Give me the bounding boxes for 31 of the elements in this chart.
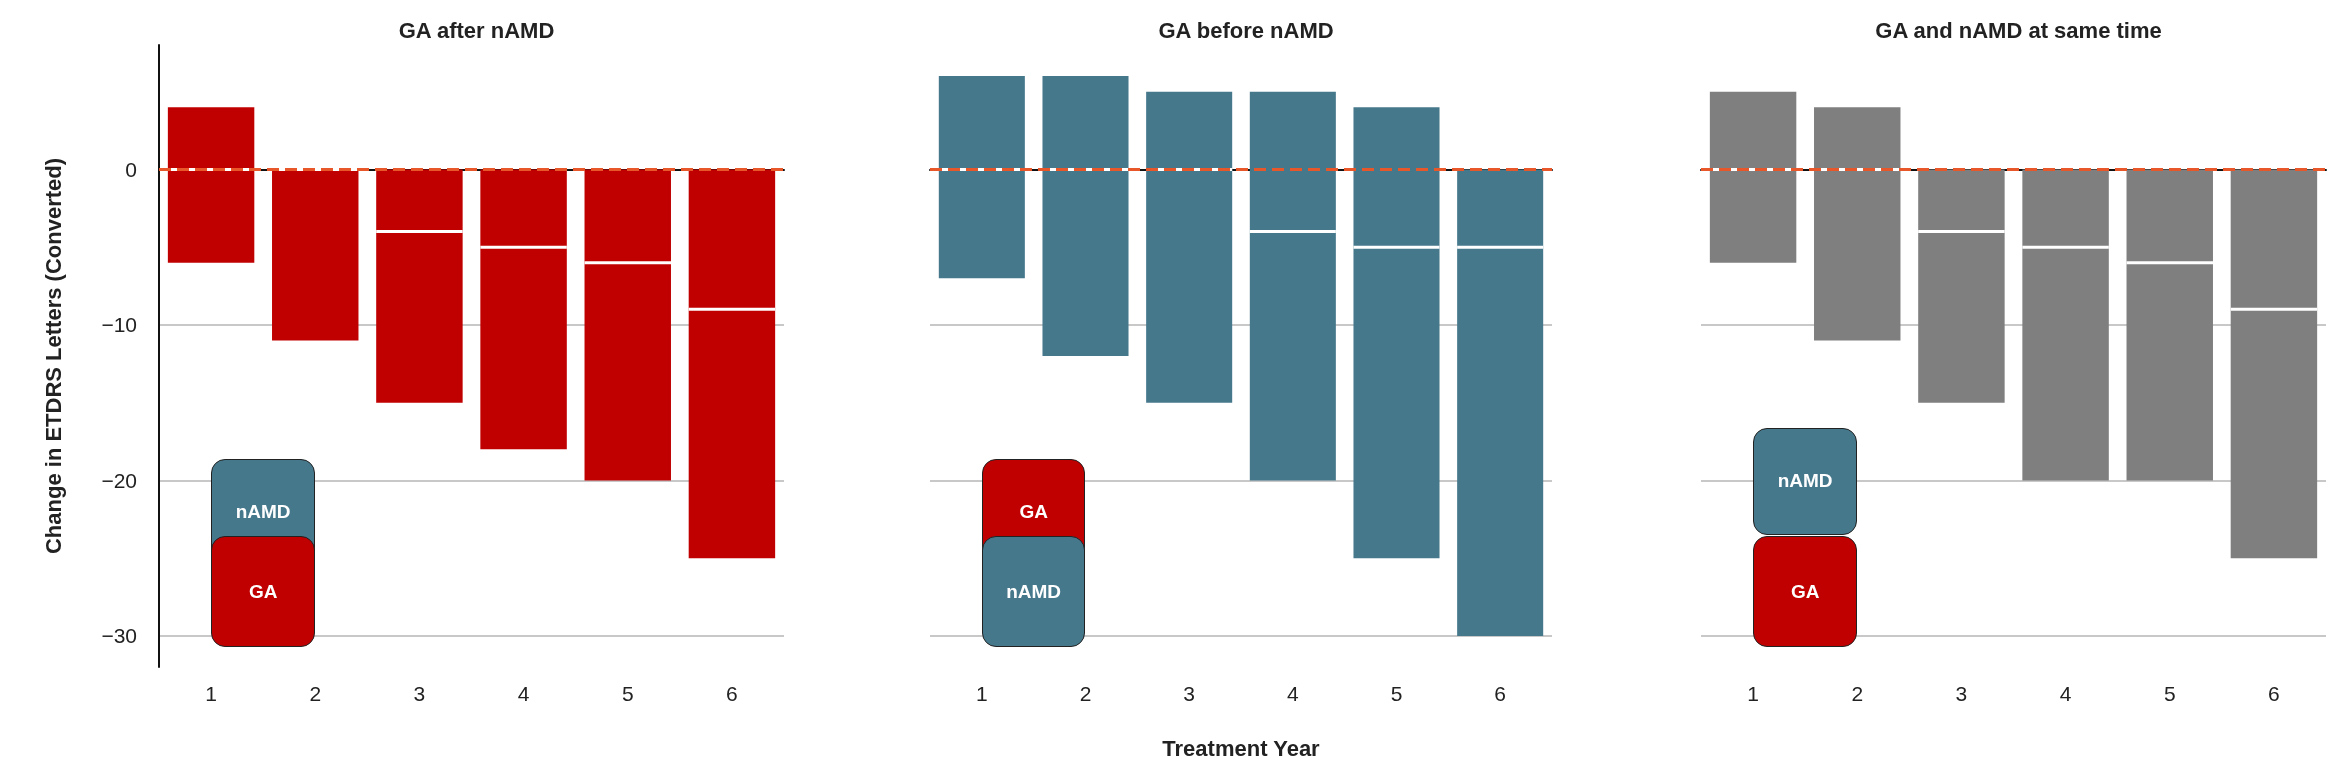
x-tick-label: 4 — [517, 682, 530, 705]
chart-title: GA after nAMD — [398, 17, 555, 43]
x-tick-label: 1 — [1747, 682, 1759, 705]
y-axis-title: Change in ETDRS Letters (Converted) — [40, 157, 66, 555]
x-tick-label: 4 — [1286, 682, 1299, 705]
x-tick-label: 6 — [1494, 682, 1507, 705]
x-tick-label: 4 — [2059, 682, 2072, 705]
x-tick-label: 2 — [309, 682, 322, 705]
y-tick-label: −20 — [101, 468, 137, 492]
chart-title: GA and nAMD at same time — [1875, 17, 2162, 43]
x-tick-label: 6 — [2268, 682, 2280, 705]
x-tick-label: 2 — [1079, 682, 1092, 705]
label-box: nAMD — [981, 536, 1086, 647]
y-tick-label: 0 — [125, 157, 137, 181]
x-tick-label: 6 — [726, 682, 738, 705]
chart-title: GA before nAMD — [1158, 17, 1334, 43]
x-tick-label: 3 — [1955, 682, 1968, 705]
x-tick-label: 5 — [2163, 682, 2176, 705]
label-box: GA — [1753, 536, 1858, 647]
y-tick-label: −30 — [101, 624, 137, 648]
x-tick-label: 3 — [1183, 682, 1196, 705]
x-tick-label: 5 — [1390, 682, 1403, 705]
x-tick-label: 1 — [975, 682, 988, 705]
y-tick-label: −10 — [101, 313, 137, 337]
label-box: nAMD — [1753, 427, 1858, 535]
x-tick-label: 3 — [413, 682, 426, 705]
x-axis-title: Treatment Year — [1162, 735, 1321, 761]
x-tick-label: 5 — [621, 682, 634, 705]
x-tick-label: 1 — [205, 682, 217, 705]
x-tick-label: 2 — [1851, 682, 1864, 705]
label-box: GA — [211, 536, 316, 647]
